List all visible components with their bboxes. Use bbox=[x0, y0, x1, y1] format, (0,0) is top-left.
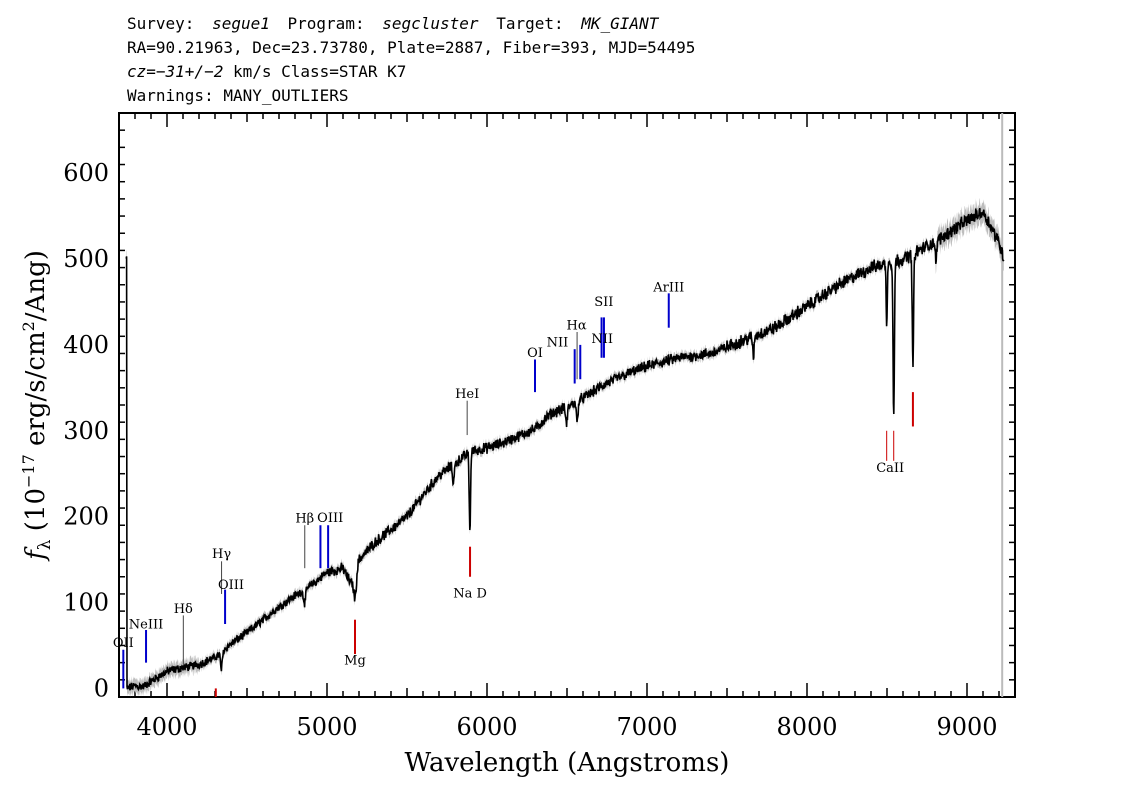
y-axis-sub: λ bbox=[35, 539, 55, 550]
absorption-line-label: Mg bbox=[344, 653, 366, 668]
axis-ticks bbox=[118, 112, 1016, 698]
y-tick-label: 0 bbox=[94, 674, 109, 702]
cz-value: =−31+/−2 bbox=[146, 62, 223, 81]
plot-frame bbox=[118, 112, 1016, 698]
target-value: MK_GIANT bbox=[580, 14, 659, 33]
emission-line-label: ArIII bbox=[652, 281, 684, 296]
cz-rest: km/s Class=STAR K7 bbox=[223, 62, 406, 81]
tick-labels: 4000 5000 6000 7000 8000 9000 0 100 200 300 400 500… bbox=[63, 159, 997, 741]
emission-line-label: SII bbox=[594, 295, 613, 310]
y-axis-exp1: −17 bbox=[19, 454, 38, 488]
emission-line-label: NeIII bbox=[129, 617, 163, 632]
emission-line-label: OI bbox=[527, 346, 543, 361]
absorption-line-label: Na D bbox=[453, 586, 487, 601]
x-tick-label: 5000 bbox=[296, 713, 357, 741]
x-tick-label: 4000 bbox=[136, 713, 197, 741]
emission-line-label: OIII bbox=[218, 578, 244, 593]
emission-line-label: Hδ bbox=[174, 602, 193, 617]
survey-key: Survey: bbox=[127, 14, 194, 33]
emission-line-label: Hα bbox=[567, 318, 587, 333]
y-tick-label: 300 bbox=[63, 417, 109, 445]
emission-line-label: OIII bbox=[317, 511, 343, 526]
x-tick-label: 8000 bbox=[776, 713, 837, 741]
y-tick-label: 400 bbox=[63, 331, 109, 359]
header-line-3: cz=−31+/−2 km/s Class=STAR K7 bbox=[127, 62, 406, 81]
y-tick-label: 600 bbox=[63, 159, 109, 187]
emission-line-label: OII bbox=[113, 636, 134, 651]
y-axis-end: /Ang) bbox=[21, 250, 51, 321]
emission-line-label: NII bbox=[547, 336, 569, 351]
header-warnings: Warnings: MANY_OUTLIERS bbox=[127, 86, 349, 105]
y-axis-mid: erg/s/cm bbox=[21, 331, 51, 454]
emission-line-label: Hβ bbox=[295, 512, 314, 527]
y-tick-label: 500 bbox=[63, 245, 109, 273]
program-key: Program: bbox=[288, 14, 365, 33]
y-axis-exp2: 2 bbox=[19, 321, 38, 331]
spectrum-layer bbox=[125, 208, 1005, 692]
header-line-1: Survey: segue1 Program: segcluster Targe… bbox=[127, 14, 660, 33]
spectrum-line bbox=[125, 208, 1005, 692]
y-axis-main: (10 bbox=[21, 488, 51, 540]
program-value: segcluster bbox=[382, 14, 479, 33]
survey-value: segue1 bbox=[212, 14, 270, 33]
x-tick-label: 6000 bbox=[456, 713, 517, 741]
emission-line-label: HeI bbox=[455, 387, 479, 402]
emission-line-label: Hγ bbox=[212, 547, 231, 562]
absorption-line-label: CaII bbox=[876, 461, 904, 476]
x-tick-label: 9000 bbox=[936, 713, 997, 741]
emission-line-label: NII bbox=[591, 332, 613, 347]
x-tick-label: 7000 bbox=[616, 713, 677, 741]
y-tick-label: 100 bbox=[63, 589, 109, 617]
y-axis-title: fλ (10−17 erg/s/cm2/Ang) bbox=[19, 250, 55, 562]
header-line-2: RA=90.21963, Dec=23.73780, Plate=2887, F… bbox=[127, 38, 695, 57]
target-key: Target: bbox=[496, 14, 563, 33]
chart-header: Survey: segue1 Program: segcluster Targe… bbox=[127, 14, 695, 105]
cz-label: cz bbox=[127, 62, 146, 81]
x-axis-title: Wavelength (Angstroms) bbox=[405, 748, 730, 778]
y-tick-label: 200 bbox=[63, 503, 109, 531]
